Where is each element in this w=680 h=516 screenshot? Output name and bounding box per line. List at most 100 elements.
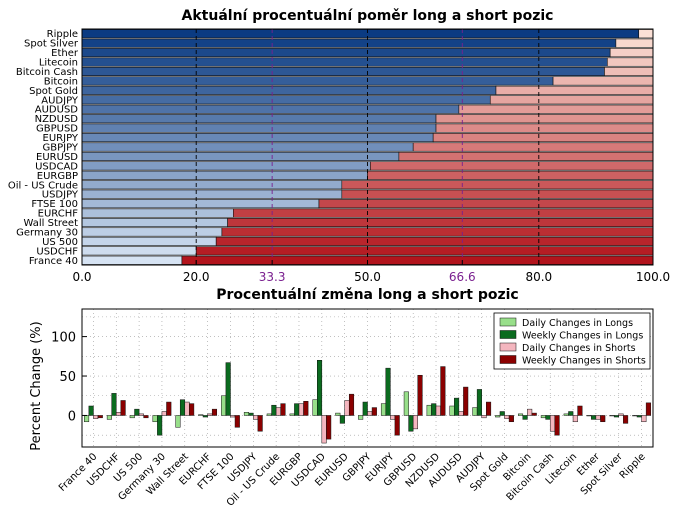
change-bar [257, 415, 263, 432]
long-bar [81, 218, 228, 228]
long-bar [81, 95, 491, 105]
category-label: Bitcoin Cash [16, 67, 78, 78]
category-label: USDCAD [35, 161, 78, 172]
change-bar [221, 395, 227, 416]
long-bar [81, 38, 617, 48]
change-bar [362, 401, 368, 416]
change-bar [289, 413, 295, 416]
change-bar [298, 403, 304, 416]
change-bar [294, 403, 300, 416]
category-label: Spot Silver [24, 39, 79, 50]
long-bar [81, 29, 640, 39]
change-bar [280, 403, 286, 416]
category-label: Ripple [47, 29, 78, 40]
change-bar [243, 412, 249, 416]
change-bar [486, 401, 492, 416]
category-label: EURCHF [38, 209, 79, 220]
change-bar [344, 400, 350, 416]
change-bar [394, 415, 400, 436]
change-bar [317, 360, 323, 416]
long-bar [81, 104, 460, 114]
change-bar [563, 413, 569, 416]
change-bar [143, 415, 149, 419]
change-bar [321, 415, 327, 444]
change-bar [600, 415, 606, 423]
change-bar [545, 415, 551, 420]
change-bar [116, 412, 122, 416]
short-bar [341, 180, 654, 190]
change-bar [527, 408, 533, 416]
change-bar [138, 413, 144, 416]
change-bar [198, 414, 204, 416]
change-bar [481, 415, 487, 419]
category-label: GBPUSD [36, 124, 78, 135]
long-bar [81, 133, 434, 143]
change-bar [266, 413, 272, 416]
x-tick-label: 0.0 [72, 270, 91, 284]
short-bar [489, 95, 654, 105]
short-bar [435, 114, 654, 124]
change-bar [641, 415, 647, 423]
change-bar [476, 389, 482, 416]
change-bar [271, 404, 277, 416]
change-bar [645, 402, 651, 416]
short-bar [495, 85, 654, 95]
change-bar [632, 415, 638, 417]
legend-label: Daily Changes in Longs [522, 318, 633, 329]
change-bar [522, 415, 528, 420]
short-bar [552, 76, 654, 86]
change-bar [152, 415, 158, 423]
change-bar [111, 393, 117, 416]
change-bar [540, 415, 546, 419]
short-bar [412, 142, 654, 152]
category-label: USDJPY [42, 190, 79, 201]
long-bar [81, 57, 608, 67]
change-bar [504, 415, 510, 419]
category-label: EURGBP [37, 171, 78, 182]
category-label: USDCHF [36, 246, 78, 257]
category-label: AUDUSD [35, 105, 79, 116]
chart1-title: Aktuální procentuální poměr long a short… [182, 8, 554, 24]
short-bar [215, 236, 654, 246]
change-bar [93, 415, 99, 419]
change-bar [549, 415, 556, 432]
change-bar [595, 415, 601, 420]
legend-label: Weekly Changes in Shorts [522, 356, 646, 367]
change-bar [568, 411, 574, 416]
change-bar [435, 405, 441, 416]
x-tick-label: 20.0 [183, 270, 210, 284]
change-bar [358, 415, 364, 420]
change-bar [408, 415, 414, 432]
category-label: Spot Gold [29, 86, 78, 97]
change-bar [275, 407, 281, 416]
legend-swatch [499, 342, 517, 352]
change-bar [609, 415, 615, 417]
change-bar [175, 415, 181, 428]
legend-box [493, 312, 651, 370]
short-bar [458, 104, 654, 114]
category-label: Ripple [618, 451, 648, 481]
change-bar [449, 405, 455, 416]
short-bar [435, 123, 654, 133]
long-bar [81, 76, 554, 86]
change-bar [577, 405, 583, 416]
category-label: AUDJPY [41, 95, 79, 106]
long-bar [81, 123, 437, 133]
change-bar [189, 403, 195, 416]
change-bar [230, 415, 236, 418]
long-bar [81, 255, 183, 265]
change-bar [207, 413, 213, 416]
long-bar [81, 227, 223, 237]
change-bar [618, 413, 624, 416]
category-label: EURJPY [43, 133, 79, 144]
change-bar [572, 415, 578, 423]
change-bar [106, 415, 112, 420]
change-bar [211, 408, 218, 416]
long-bar [81, 208, 234, 218]
change-bar [234, 415, 240, 428]
legend-swatch [499, 330, 517, 339]
short-bar [195, 246, 654, 256]
change-bar [120, 400, 126, 416]
